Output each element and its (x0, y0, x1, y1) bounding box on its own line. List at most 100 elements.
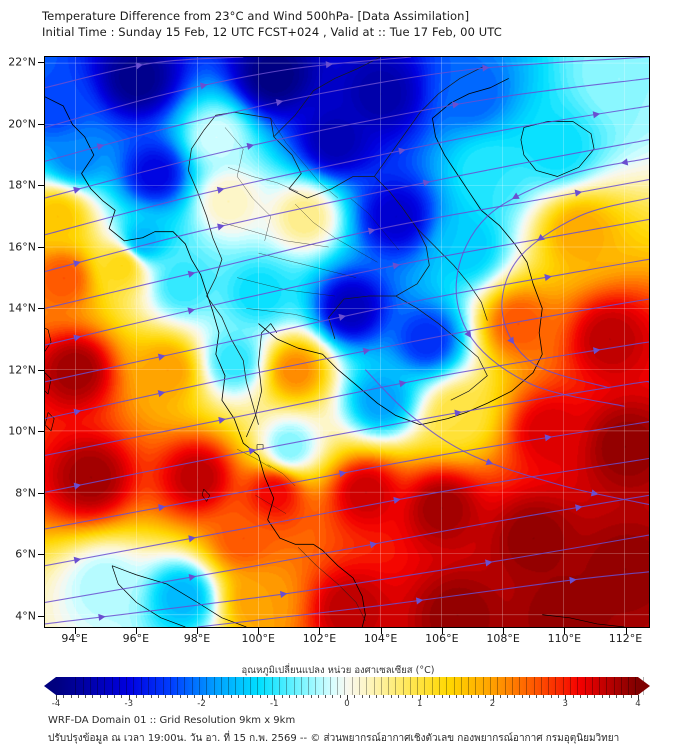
colorbar-separator (97, 677, 99, 695)
colorbar-minor-tick (106, 695, 108, 698)
colorbar-major-tick (56, 695, 57, 700)
colorbar-separator (75, 677, 77, 695)
colorbar-separator (198, 677, 200, 695)
streamline-arrow-icon (511, 192, 520, 200)
colorbar-minor-tick (114, 695, 116, 698)
colorbar-separator (446, 677, 448, 695)
coastlines-and-borders (45, 57, 625, 627)
streamline (45, 218, 649, 346)
colorbar-separator (329, 677, 331, 695)
colorbar-max-extend-arrow (638, 677, 650, 695)
streamline-arrow-icon (544, 273, 552, 282)
streamline-arrow-icon (135, 62, 143, 70)
colorbar-minor-tick (296, 695, 298, 698)
colorbar-tick-label--2: -2 (197, 699, 206, 709)
colorbar-minor-tick (317, 695, 319, 698)
streamline-arrow-icon (537, 233, 545, 242)
streamline (45, 421, 649, 530)
footer-block: WRF-DA Domain 01 :: Grid Resolution 9km … (48, 712, 668, 748)
colorbar-minor-tick (536, 695, 538, 698)
streamline-arrow-icon (73, 408, 82, 416)
colorbar-minor-tick (266, 695, 268, 698)
colorbar-separator (359, 677, 360, 695)
colorbar-minor-tick (143, 695, 145, 698)
colorbar-tick-label-2: 2 (489, 699, 496, 709)
colorbar-separator (620, 677, 622, 695)
colorbar-separator (111, 677, 113, 695)
streamline-arrow-icon (485, 458, 494, 466)
colorbar-minor-tick (288, 695, 290, 698)
colorbar-separator (511, 677, 513, 695)
x-tick-label-112°E: 112°E (608, 632, 643, 645)
colorbar-major-tick (492, 695, 494, 700)
colorbar-separator (409, 677, 411, 695)
colorbar-separator (373, 677, 375, 695)
streamline-arrow-icon (73, 556, 82, 564)
streamline-arrow-icon (398, 147, 406, 155)
colorbar-separator (104, 677, 106, 695)
colorbar-separator (315, 677, 317, 695)
streamline-arrow-icon (507, 336, 515, 345)
streamline-arrow-icon (216, 186, 225, 194)
colorbar-separator (489, 677, 491, 695)
colorbar-minor-tick (252, 695, 254, 698)
colorbar-separator (606, 677, 608, 695)
streamline-arrow-icon (544, 434, 553, 442)
streamline-arrow-icon (158, 504, 166, 512)
colorbar-minor-tick (339, 695, 341, 698)
streamline-arrow-icon (392, 262, 401, 270)
colorbar-separator (206, 677, 208, 695)
colorbar-minor-tick (514, 695, 516, 698)
colorbar-separator (118, 677, 120, 695)
streamline (45, 57, 412, 128)
streamline-arrow-icon (575, 504, 583, 512)
colorbar-separator (402, 677, 404, 695)
colorbar-separator (460, 677, 462, 695)
x-tick-label-108°E: 108°E (486, 632, 520, 645)
colorbar-separator (482, 677, 484, 695)
colorbar-separator (439, 677, 441, 695)
colorbar-separator (220, 677, 222, 695)
colorbar-separator (293, 677, 295, 695)
colorbar-minor-tick (179, 695, 181, 698)
y-tick-label-8°N: 8°N (15, 486, 36, 500)
colorbar-separator (555, 677, 557, 695)
colorbar-minor-tick (376, 695, 378, 698)
colorbar-separator (577, 677, 579, 695)
colorbar-minor-tick (237, 695, 239, 698)
colorbar-minor-tick (92, 695, 94, 698)
colorbar-minor-tick (136, 695, 138, 698)
colorbar-separator (351, 677, 353, 695)
colorbar-minor-tick (281, 695, 283, 698)
streamline-arrow-icon (325, 61, 333, 69)
colorbar-minor-tick (470, 695, 472, 698)
colorbar[interactable] (44, 677, 650, 695)
streamline-arrow-icon (454, 409, 462, 417)
weather-map-plot[interactable] (44, 56, 650, 628)
x-tick-mark (74, 628, 76, 634)
colorbar-minor-tick (405, 695, 407, 698)
streamline-arrow-icon (73, 482, 82, 490)
y-tick-label-16°N: 16°N (8, 240, 36, 254)
colorbar-separator (235, 677, 237, 695)
streamline (501, 197, 649, 389)
colorbar-separator (591, 677, 593, 695)
colorbar-minor-tick (70, 695, 72, 698)
streamline-arrow-icon (217, 223, 225, 231)
colorbar-separator (286, 677, 288, 695)
streamline-arrow-icon (590, 489, 599, 497)
colorbar-separator (366, 677, 368, 695)
streamline-arrow-icon (188, 535, 196, 543)
colorbar-separator (380, 677, 382, 695)
colorbar-minor-tick (157, 695, 159, 698)
y-tick-label-6°N: 6°N (15, 547, 36, 561)
colorbar-separator (453, 677, 455, 695)
colorbar-minor-tick (77, 695, 79, 698)
colorbar-tick-label--4: -4 (51, 699, 61, 709)
streamline-arrow-icon (188, 573, 197, 582)
colorbar-min-extend-arrow (44, 677, 56, 695)
streamline-arrow-icon (415, 597, 424, 605)
colorbar-minor-tick (579, 695, 581, 698)
colorbar-minor-tick (325, 695, 327, 698)
colorbar-minor-tick (223, 695, 225, 698)
